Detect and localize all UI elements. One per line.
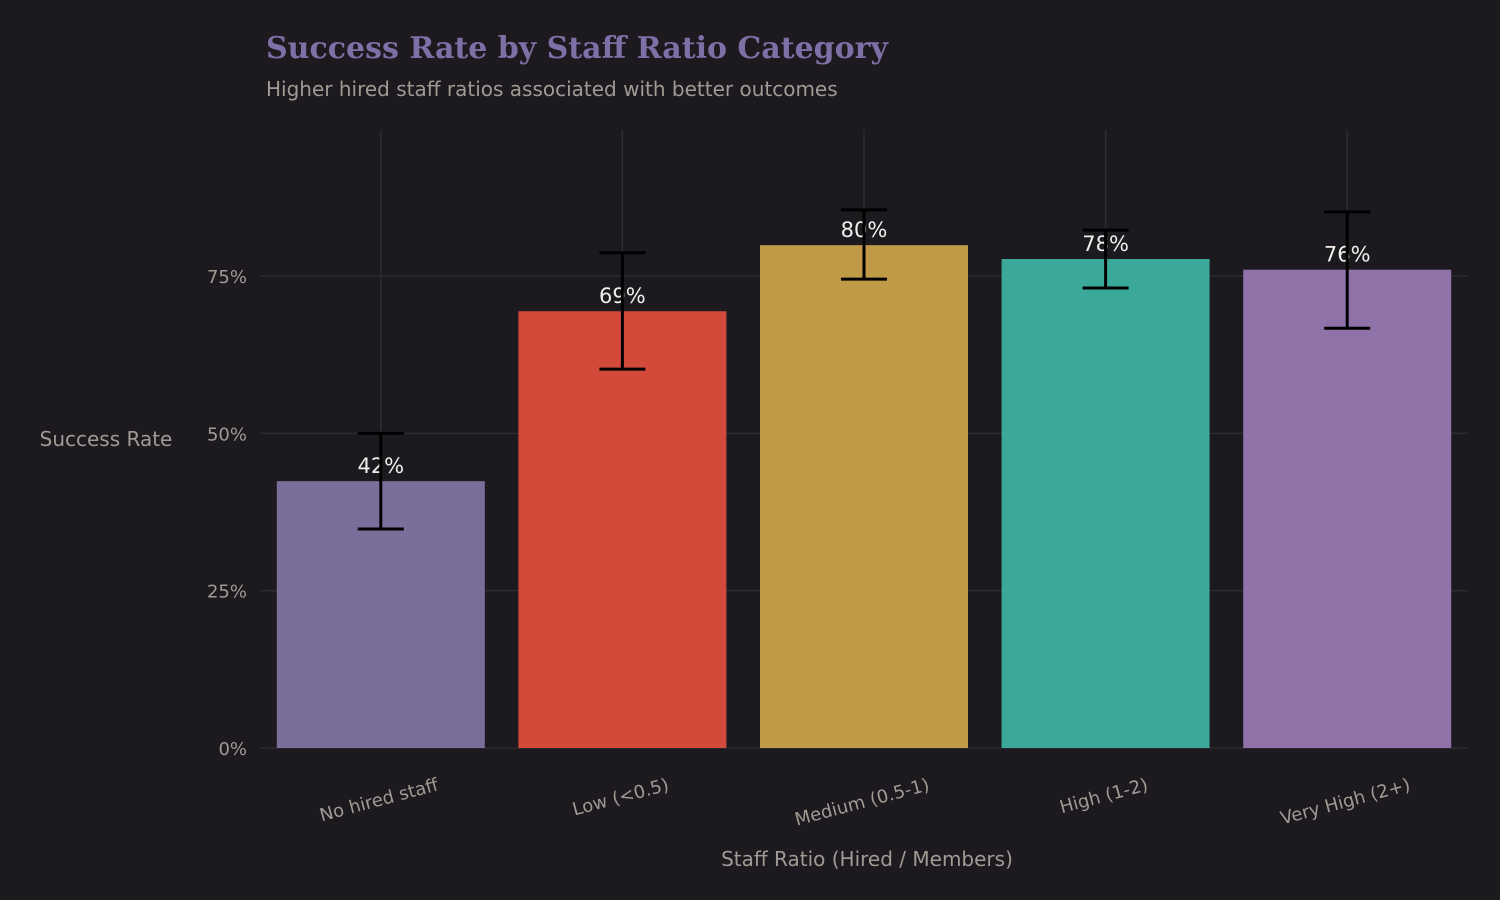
- y-axis-label: Success Rate: [40, 427, 173, 451]
- y-tick-label: 50%: [207, 424, 247, 445]
- x-axis-label: Staff Ratio (Hired / Members): [721, 847, 1013, 871]
- bar: [1243, 269, 1452, 748]
- x-tick-label: High (1-2): [1057, 775, 1150, 819]
- x-tick-label: Medium (0.5-1): [793, 775, 932, 831]
- x-tick-label: Low (<0.5): [570, 775, 671, 821]
- y-tick-label: 75%: [207, 267, 247, 288]
- x-tick-label: Very High (2+): [1278, 775, 1412, 830]
- bar: [518, 311, 727, 748]
- chart-subtitle: Higher hired staff ratios associated wit…: [266, 77, 838, 101]
- chart-title: Success Rate by Staff Ratio Category: [266, 31, 889, 66]
- y-tick-label: 25%: [207, 582, 247, 603]
- y-tick-label: 0%: [218, 739, 247, 760]
- bar: [760, 245, 968, 749]
- bar: [1001, 259, 1210, 748]
- x-tick-label: No hired staff: [318, 774, 442, 826]
